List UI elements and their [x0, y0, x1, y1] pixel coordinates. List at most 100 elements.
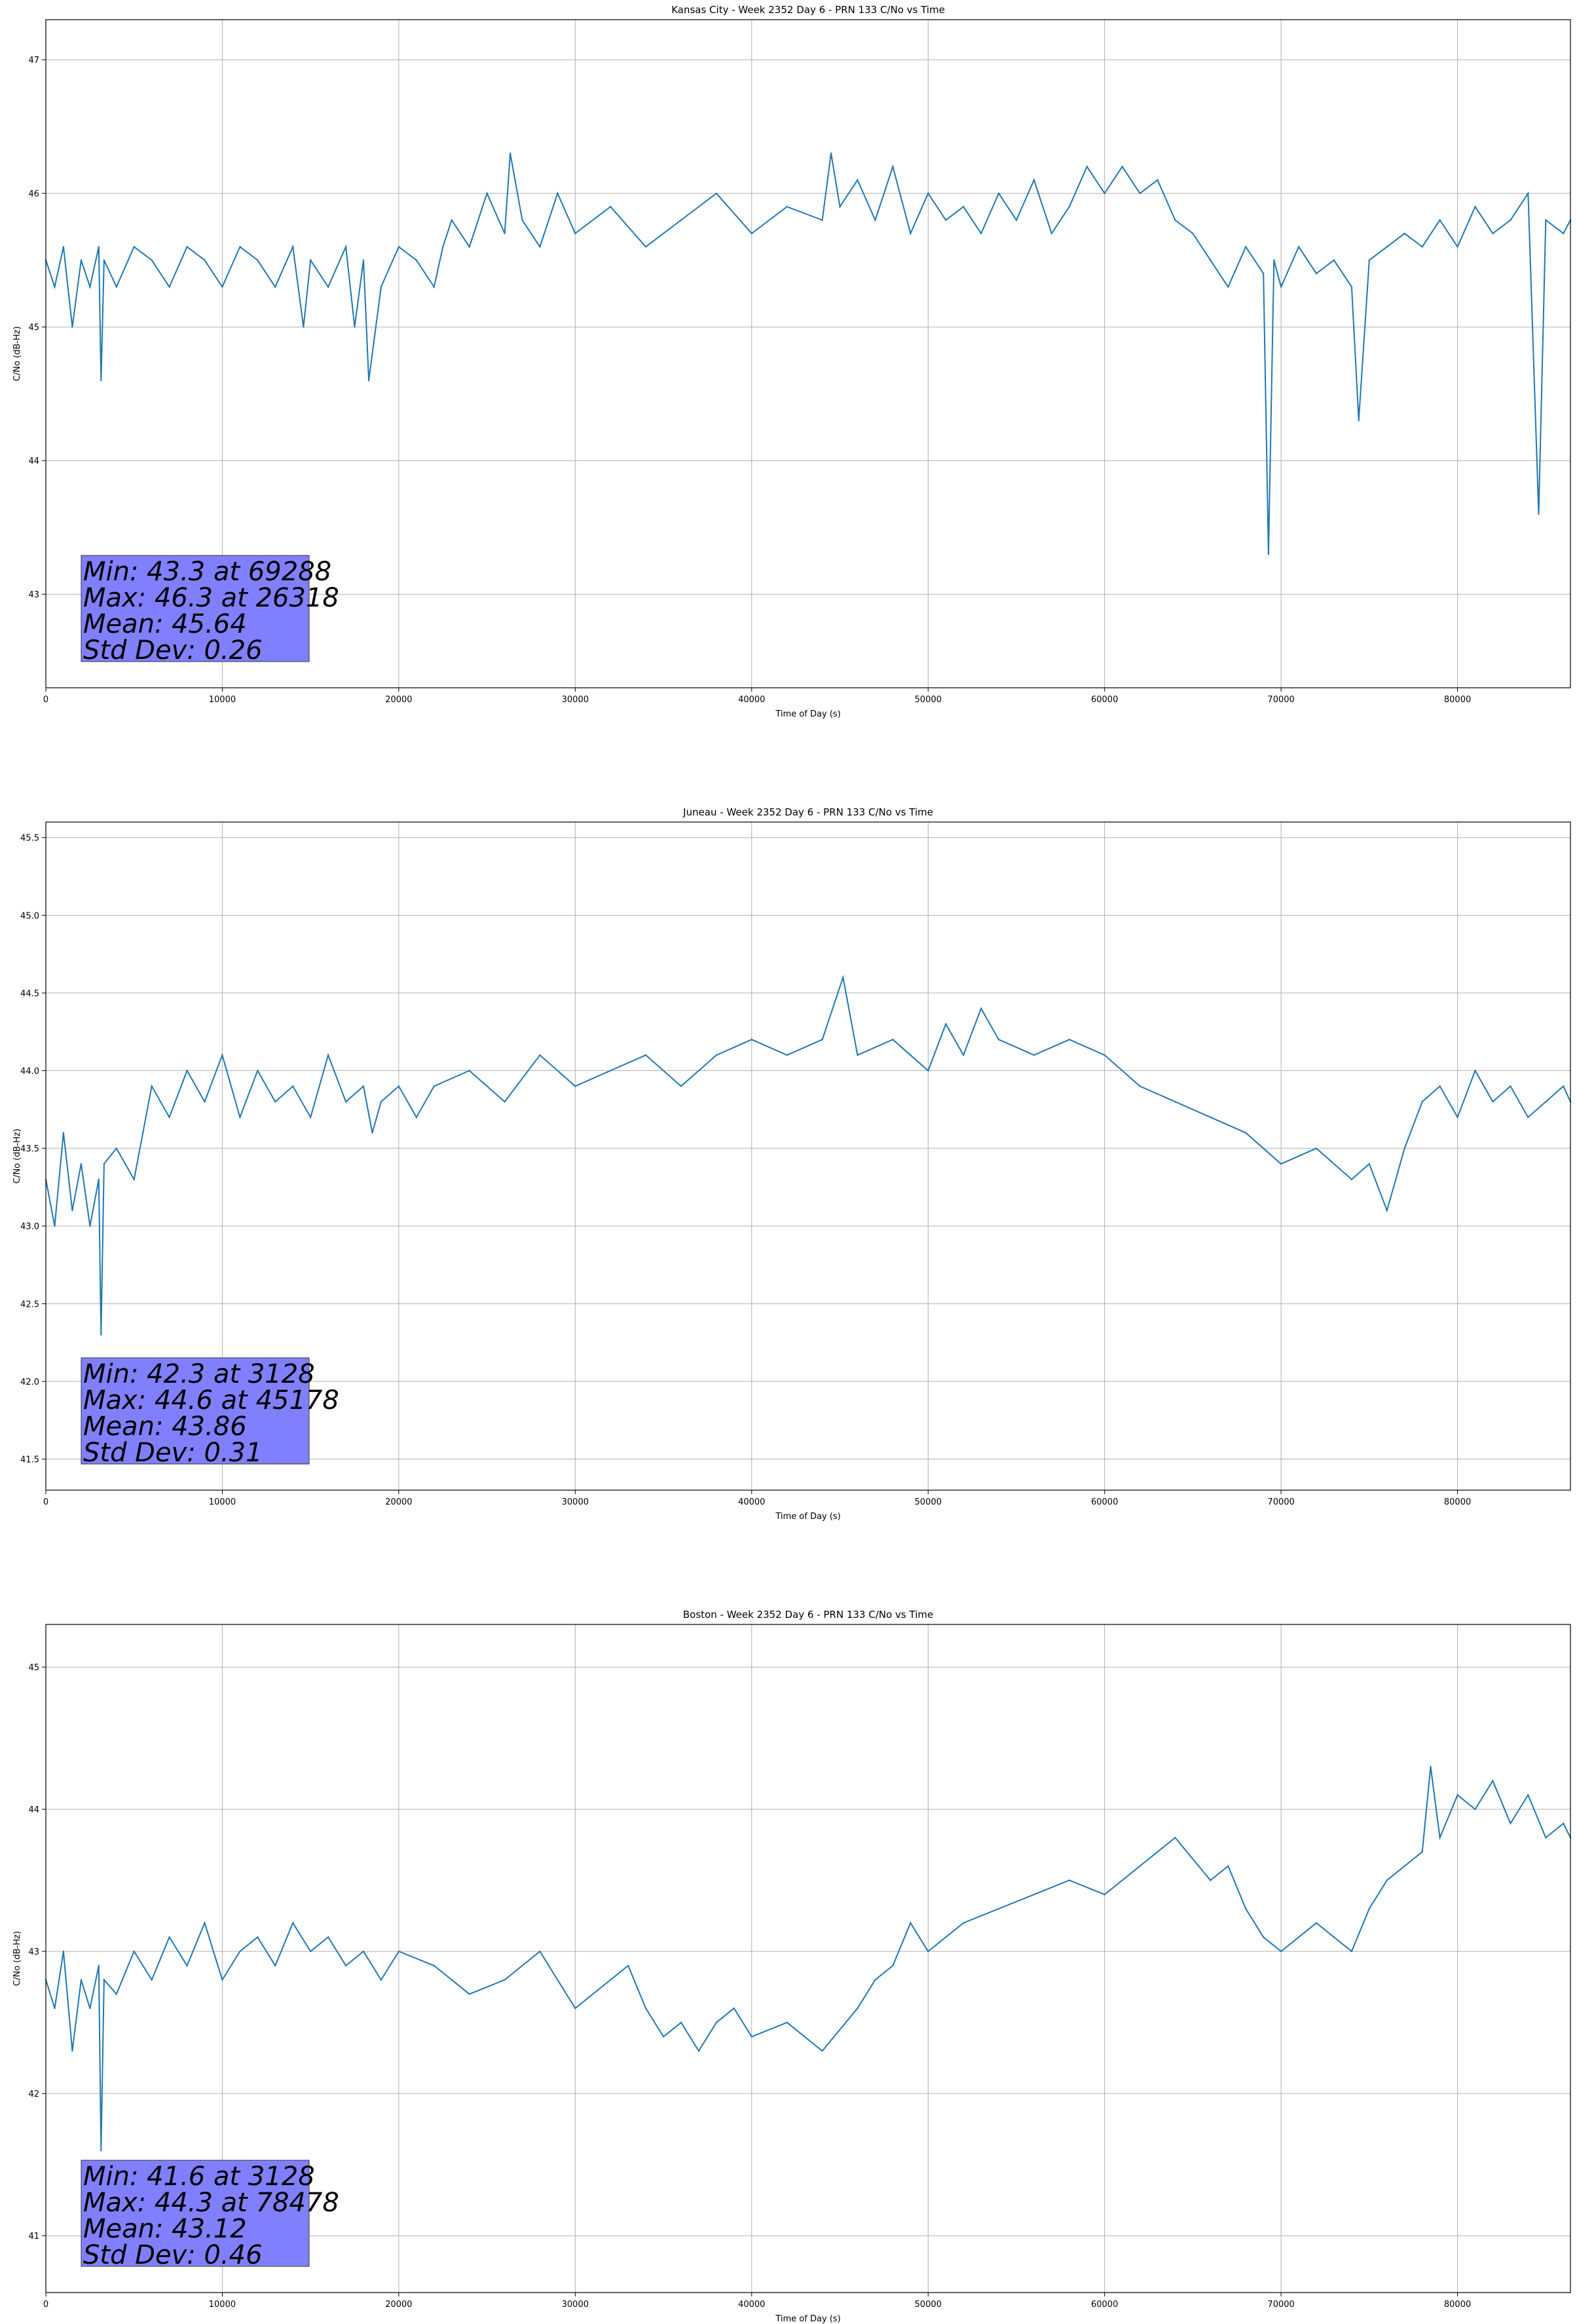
data-point — [89, 1225, 91, 1227]
data-point — [133, 1178, 135, 1180]
x-tick-label: 50000 — [915, 1497, 942, 1507]
data-point — [821, 1038, 823, 1041]
data-point — [398, 246, 400, 248]
data-point — [830, 152, 832, 155]
data-point — [680, 2021, 682, 2023]
data-point — [1439, 219, 1441, 221]
data-point — [1262, 1936, 1265, 1938]
data-point — [962, 1922, 965, 1924]
data-point — [980, 233, 982, 234]
stats-line: Mean: 43.12 — [83, 2214, 247, 2244]
data-point — [644, 1054, 647, 1057]
stats-line: Max: 44.3 at 78478 — [83, 2188, 339, 2218]
data-point — [1297, 246, 1300, 248]
data-point — [486, 193, 488, 195]
data-point — [821, 219, 823, 221]
data-point — [354, 326, 356, 328]
x-tick-label: 20000 — [385, 2300, 412, 2310]
data-point — [309, 1116, 312, 1118]
data-point — [1510, 219, 1512, 221]
x-tick-label: 50000 — [915, 2300, 942, 2310]
data-point — [1139, 1085, 1141, 1087]
data-point — [857, 2007, 859, 2010]
y-tick-label: 43.0 — [20, 1222, 39, 1232]
data-point — [1386, 246, 1388, 248]
data-point — [1267, 553, 1270, 555]
data-point — [1104, 1054, 1105, 1057]
data-point — [274, 1964, 276, 1967]
data-point — [292, 246, 294, 248]
data-point — [292, 1922, 294, 1924]
data-point — [504, 1100, 506, 1103]
x-tick-label: 0 — [43, 695, 48, 705]
data-point — [100, 379, 102, 381]
data-point — [62, 1132, 65, 1134]
data-point — [98, 1178, 100, 1180]
data-point — [842, 977, 844, 979]
series-line — [45, 153, 1571, 555]
data-point — [71, 2050, 73, 2052]
chart-panel-2: 0 10000 20000 30000 40000 50000 60000 70000 8000… — [12, 806, 1572, 1522]
data-point — [433, 1085, 435, 1087]
data-point — [54, 2007, 56, 2010]
data-point — [71, 1209, 73, 1212]
data-point — [257, 259, 259, 261]
data-point — [1403, 233, 1405, 234]
data-point — [1456, 246, 1458, 248]
data-point — [168, 1936, 170, 1938]
data-point — [62, 246, 65, 248]
data-point — [627, 1964, 629, 1967]
data-point — [509, 152, 511, 155]
x-axis-label: Time of Day (s) — [775, 1512, 840, 1522]
data-point — [1474, 1070, 1476, 1072]
data-point — [1545, 1100, 1547, 1103]
data-point — [1262, 272, 1265, 274]
data-point — [274, 1100, 276, 1103]
data-point — [1068, 206, 1070, 208]
data-point — [1245, 1132, 1247, 1134]
data-point — [874, 1979, 876, 1981]
data-point — [1439, 1085, 1441, 1087]
data-point — [980, 1007, 982, 1009]
x-tick-label: 30000 — [562, 2300, 589, 2310]
data-point — [327, 286, 329, 288]
data-point — [362, 1085, 365, 1087]
data-point — [1474, 206, 1476, 208]
data-point — [100, 2149, 102, 2152]
data-point — [1104, 1894, 1105, 1896]
stats-box — [81, 2160, 310, 2267]
y-tick-label: 42.0 — [20, 1378, 39, 1387]
data-point — [1492, 1100, 1494, 1103]
data-point — [751, 1038, 752, 1041]
data-point — [715, 2021, 718, 2023]
data-point — [1474, 1808, 1476, 1810]
data-point — [1033, 1054, 1035, 1057]
x-tick-label: 20000 — [385, 695, 412, 705]
data-point — [610, 1979, 612, 1981]
stats-line: Std Dev: 0.31 — [83, 1438, 263, 1468]
series-line — [45, 975, 1571, 1335]
data-point — [1050, 233, 1053, 234]
data-point — [892, 166, 894, 168]
data-point — [344, 1100, 347, 1103]
data-point — [100, 1334, 102, 1336]
data-point — [892, 1964, 894, 1967]
data-point — [274, 286, 276, 288]
data-point — [751, 2036, 752, 2038]
data-point — [309, 1950, 312, 1953]
axes-frame — [45, 821, 1571, 1491]
data-point — [151, 1979, 153, 1981]
data-point — [433, 286, 435, 288]
data-point — [1421, 1851, 1423, 1853]
axes-frame — [45, 19, 1571, 688]
x-tick-label: 10000 — [209, 2300, 236, 2310]
data-point — [1545, 219, 1547, 221]
data-point — [1386, 1209, 1388, 1212]
data-point — [468, 1993, 470, 1995]
data-point — [186, 1964, 188, 1967]
data-point — [786, 206, 788, 208]
chart-title: Juneau - Week 2352 Day 6 - PRN 133 C/No … — [682, 806, 933, 818]
y-tick-label: 44.5 — [20, 989, 39, 999]
data-series — [45, 152, 1572, 555]
data-point — [644, 246, 647, 248]
